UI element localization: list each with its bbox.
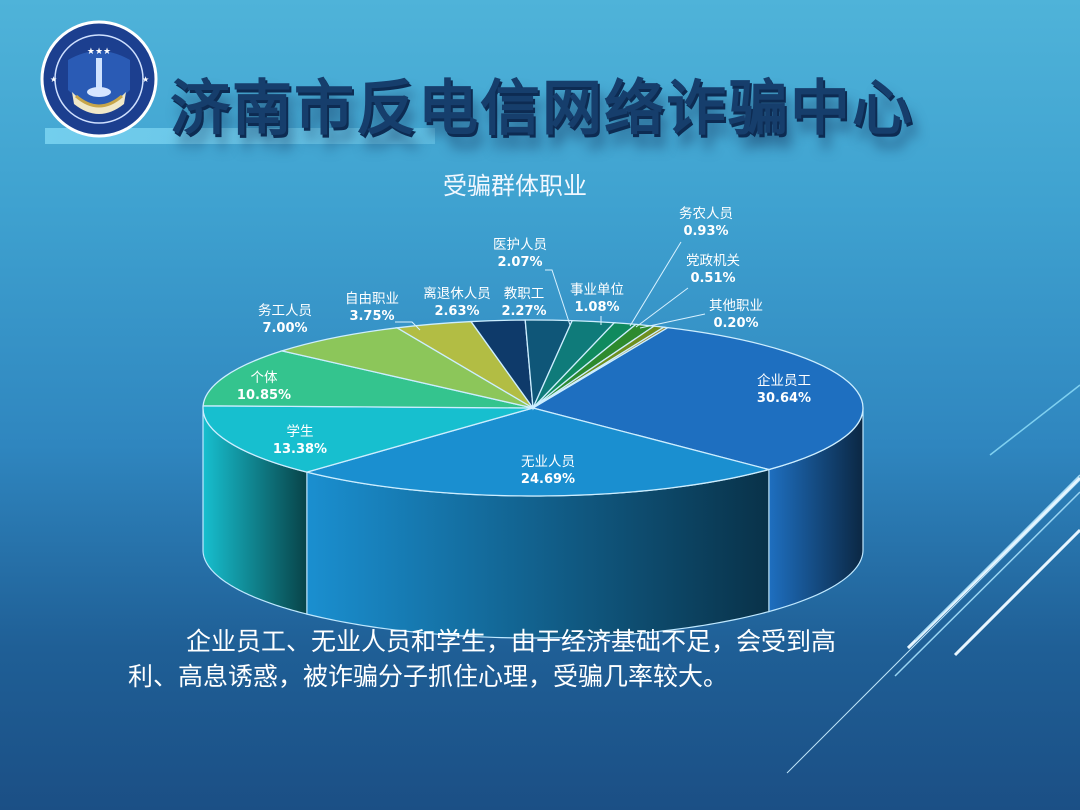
label-value: 1.08% [574, 300, 620, 315]
page-title: 济南市反电信网络诈骗中心 [170, 74, 914, 144]
data-label: 离退休人员 2.63% [423, 285, 491, 321]
pie-slice-0 [531, 326, 864, 471]
label-value: 3.75% [349, 309, 395, 324]
leader-line [635, 287, 689, 328]
label-category: 个体 [250, 370, 278, 386]
label-value: 24.69% [520, 472, 576, 487]
leader-line [395, 321, 421, 331]
label-category: 无业人员 [521, 454, 575, 470]
body-paragraph-text: 企业员工、无业人员和学生，由于经济基础不足，会受到高利、高息诱惑，被诈骗分子抓住… [128, 627, 837, 691]
pie-slice-2 [202, 405, 534, 473]
label-value: 30.64% [756, 391, 812, 406]
data-label: 自由职业 3.75% [345, 290, 399, 326]
data-label: 务农人员 0.93% [679, 205, 733, 241]
data-label: 其他职业 0.20% [709, 297, 763, 333]
leader-line [629, 241, 682, 327]
svg-text:★: ★ [142, 75, 149, 84]
pie-slice-3 [202, 350, 534, 409]
label-value: 2.27% [501, 304, 547, 319]
data-label: 学生 13.38% [273, 423, 327, 459]
label-category: 务工人员 [258, 303, 312, 319]
data-label: 企业员工 30.64% [757, 372, 811, 408]
data-label: 党政机关 0.51% [686, 252, 740, 288]
leader-line [639, 313, 706, 329]
label-category: 事业单位 [570, 282, 624, 298]
label-value: 13.38% [272, 442, 328, 457]
chart-title: 受骗群体职业 [443, 172, 587, 200]
label-category: 其他职业 [709, 298, 763, 314]
header-underline [45, 128, 435, 144]
data-label: 个体 10.85% [237, 369, 291, 405]
body-paragraph: 企业员工、无业人员和学生，由于经济基础不足，会受到高利、高息诱惑，被诈骗分子抓住… [128, 624, 868, 694]
label-category: 企业员工 [757, 373, 811, 389]
leader-line [545, 269, 571, 326]
label-value: 0.20% [713, 316, 759, 331]
label-value: 2.07% [497, 255, 543, 270]
data-label: 务工人员 7.00% [258, 302, 312, 338]
pie-slice-1 [304, 407, 772, 497]
label-category: 党政机关 [686, 253, 740, 269]
data-label: 医护人员 2.07% [493, 236, 547, 272]
label-value: 7.00% [262, 321, 308, 336]
label-value: 0.51% [690, 271, 736, 286]
svg-text:★★★: ★★★ [87, 47, 111, 57]
label-value: 0.93% [683, 224, 729, 239]
label-category: 自由职业 [345, 291, 399, 307]
label-value: 10.85% [236, 388, 292, 403]
svg-text:★: ★ [50, 75, 57, 84]
data-label: 无业人员 24.69% [521, 453, 575, 489]
label-value: 2.63% [434, 304, 480, 319]
data-label: 事业单位 1.08% [570, 281, 624, 317]
label-category: 离退休人员 [423, 286, 491, 302]
pie-slice-4 [279, 327, 534, 409]
label-category: 医护人员 [493, 237, 547, 253]
label-category: 教职工 [503, 286, 545, 302]
data-label: 教职工 2.27% [501, 285, 546, 321]
police-badge-icon: ★★★ ★ ★ [38, 20, 160, 138]
pie-slice-12 [532, 326, 670, 409]
label-category: 学生 [286, 424, 314, 440]
label-category: 务农人员 [679, 206, 733, 222]
